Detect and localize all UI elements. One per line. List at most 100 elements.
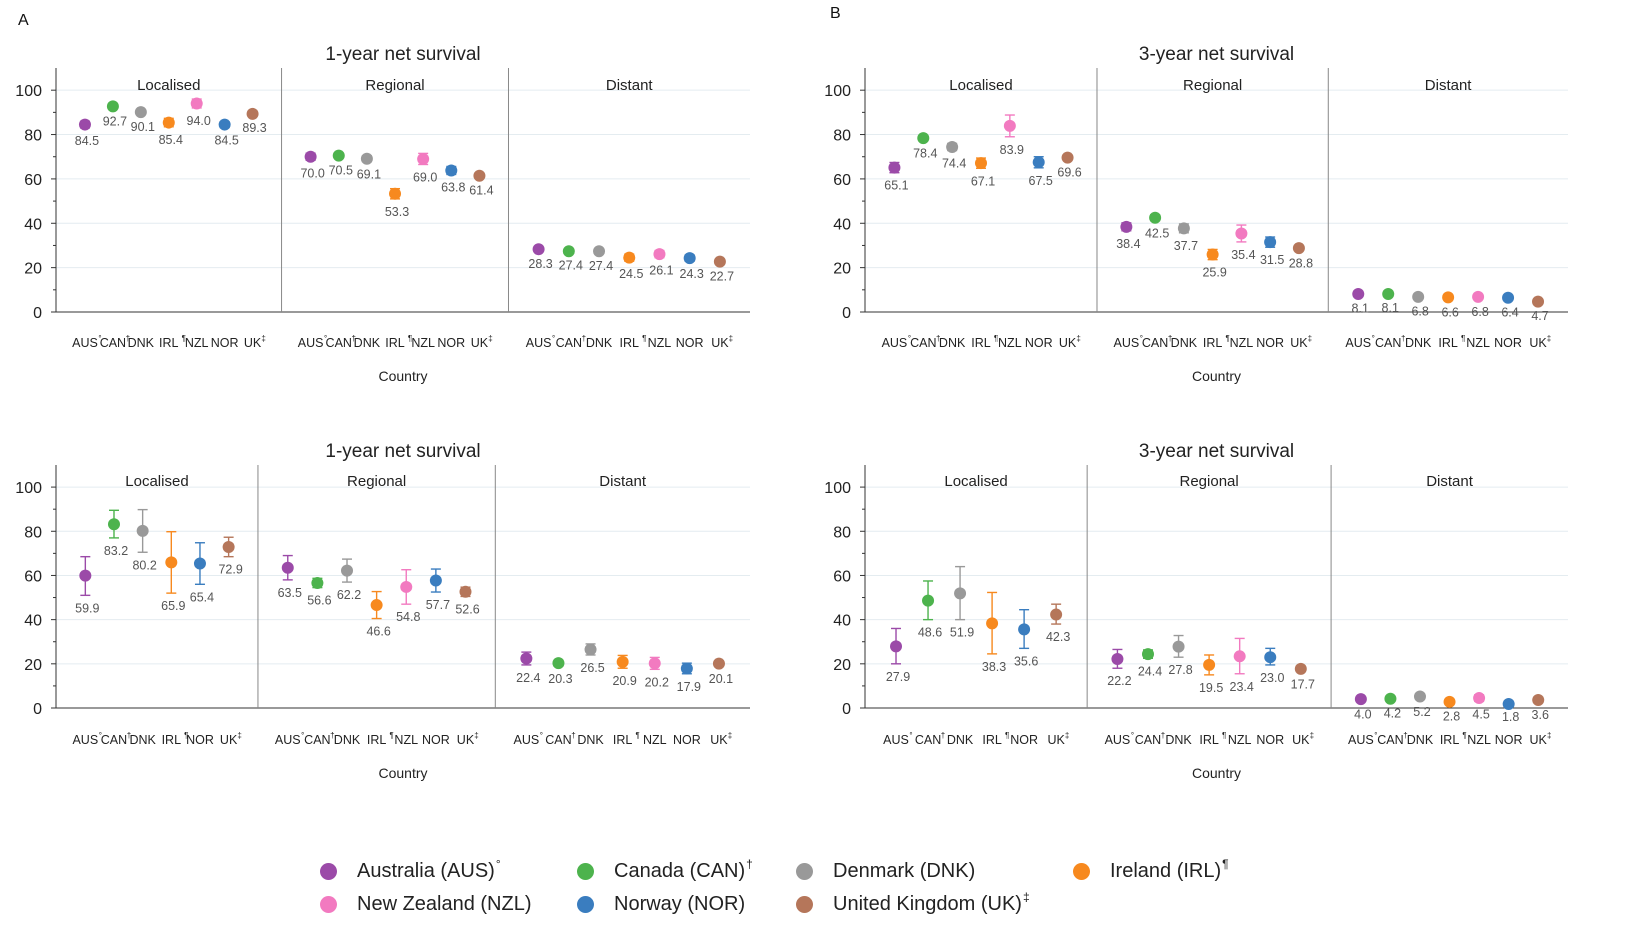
x-tick-label: CAN — [1377, 733, 1403, 747]
data-point — [389, 187, 402, 200]
data-label: 17.7 — [1291, 678, 1315, 692]
x-tick-mark: ¶ — [636, 731, 640, 740]
data-label: 2.8 — [1443, 710, 1460, 724]
data-point — [1235, 227, 1248, 240]
data-point — [246, 107, 259, 120]
legend-marker-aus — [320, 863, 337, 880]
legend-item-irl: Ireland (IRL) ¶ — [1073, 856, 1229, 883]
data-label: 17.9 — [677, 680, 701, 694]
x-tick-label: UK — [244, 336, 262, 350]
x-tick-label: NOR — [1495, 733, 1523, 747]
x-tick-label: DNK — [1407, 733, 1434, 747]
x-tick-label: CAN — [304, 733, 330, 747]
data-label: 6.8 — [1411, 304, 1428, 318]
data-point — [1413, 690, 1426, 703]
data-label: 69.0 — [413, 170, 437, 184]
data-point — [445, 164, 458, 177]
data-point — [78, 118, 91, 131]
data-label: 23.4 — [1230, 680, 1254, 694]
x-tick-mark: † — [1403, 731, 1407, 740]
x-tick-label: UK — [1292, 733, 1310, 747]
data-point — [360, 152, 373, 165]
x-tick-label: IRL — [385, 336, 405, 350]
data-point — [1442, 291, 1455, 304]
data-point — [341, 564, 354, 577]
x-tick-mark: † — [1161, 731, 1165, 740]
legend-label-aus: Australia (AUS) — [357, 860, 495, 882]
x-tick-label: CAN — [545, 733, 571, 747]
y-tick-label: 100 — [15, 480, 42, 497]
group-label: Distant — [606, 77, 654, 94]
y-tick-label: 0 — [33, 305, 42, 322]
data-label: 80.2 — [132, 558, 156, 572]
data-label: 20.2 — [645, 675, 669, 689]
x-tick-mark: ¶ — [1462, 731, 1466, 740]
x-tick-label: CAN — [100, 336, 126, 350]
x-tick-label: DNK — [128, 336, 155, 350]
data-label: 59.9 — [75, 601, 99, 615]
y-tick-label: 40 — [833, 216, 851, 233]
x-tick-mark: ° — [99, 731, 102, 740]
data-point — [888, 161, 901, 174]
x-tick-mark: † — [1401, 334, 1405, 343]
x-tick-label: NZL — [1467, 733, 1491, 747]
data-point — [1384, 692, 1397, 705]
x-tick-label: AUS — [883, 733, 909, 747]
data-label: 5.2 — [1413, 705, 1430, 719]
x-tick-label: UK — [1529, 336, 1547, 350]
legend-marker-uk — [796, 896, 813, 913]
x-tick-label: CAN — [915, 733, 941, 747]
group-label: Localised — [949, 77, 1012, 94]
x-tick-mark: ‡ — [1547, 334, 1551, 343]
x-tick-mark: ¶ — [408, 334, 412, 343]
data-label: 70.5 — [329, 163, 353, 177]
legend-marker-can — [577, 863, 594, 880]
x-tick-mark: ° — [98, 334, 101, 343]
data-label: 65.4 — [190, 590, 214, 604]
data-label: 72.9 — [218, 563, 242, 577]
x-tick-label: NZL — [1228, 733, 1252, 747]
data-point — [1003, 119, 1016, 132]
data-label: 31.5 — [1260, 253, 1284, 267]
data-label: 22.4 — [516, 671, 540, 685]
y-tick-label: 20 — [833, 657, 851, 674]
x-tick-mark: † — [1168, 334, 1172, 343]
x-tick-mark: † — [582, 334, 586, 343]
legend-mark-irl: ¶ — [1222, 856, 1229, 871]
data-point — [1443, 695, 1456, 708]
data-label: 67.1 — [971, 174, 995, 188]
data-label: 6.4 — [1501, 306, 1518, 320]
x-tick-mark: ¶ — [1461, 334, 1465, 343]
chart-3year-bottom: 3-year net survival 0 20 40 60 80 100 Localised… — [824, 441, 1568, 781]
data-point — [974, 157, 987, 170]
data-label: 38.3 — [982, 660, 1006, 674]
x-axis-label: Country — [1192, 368, 1241, 384]
x-tick-label: UK — [457, 733, 475, 747]
data-point — [332, 149, 345, 162]
data-point — [304, 150, 317, 163]
data-label: 24.3 — [680, 267, 704, 281]
data-label: 84.5 — [214, 133, 238, 147]
x-tick-label: DNK — [586, 336, 613, 350]
data-label: 78.4 — [913, 147, 937, 161]
legend-item-dnk: Denmark (DNK) — [796, 860, 975, 883]
data-label: 84.5 — [75, 134, 99, 148]
data-label: 1.8 — [1502, 710, 1519, 724]
data-point — [218, 118, 231, 131]
chart-3year-top: 3-year net survival 0 20 40 60 80 100 Localised… — [824, 44, 1568, 384]
data-label: 4.0 — [1354, 707, 1371, 721]
x-tick-mark: ¶ — [389, 731, 393, 740]
legend-item-aus: Australia (AUS) ° — [320, 857, 501, 883]
group-label: Localised — [944, 473, 1007, 490]
x-tick-label: UK — [1290, 336, 1308, 350]
data-point — [134, 106, 147, 119]
x-tick-mark: ‡ — [488, 334, 492, 343]
x-tick-mark: ° — [909, 731, 912, 740]
data-point — [1473, 692, 1486, 705]
legend-marker-dnk — [796, 863, 813, 880]
data-label: 20.3 — [548, 672, 572, 686]
data-point — [1532, 295, 1545, 308]
x-tick-label: IRL — [1438, 336, 1458, 350]
x-tick-label: AUS — [72, 336, 98, 350]
x-tick-label: CAN — [910, 336, 936, 350]
